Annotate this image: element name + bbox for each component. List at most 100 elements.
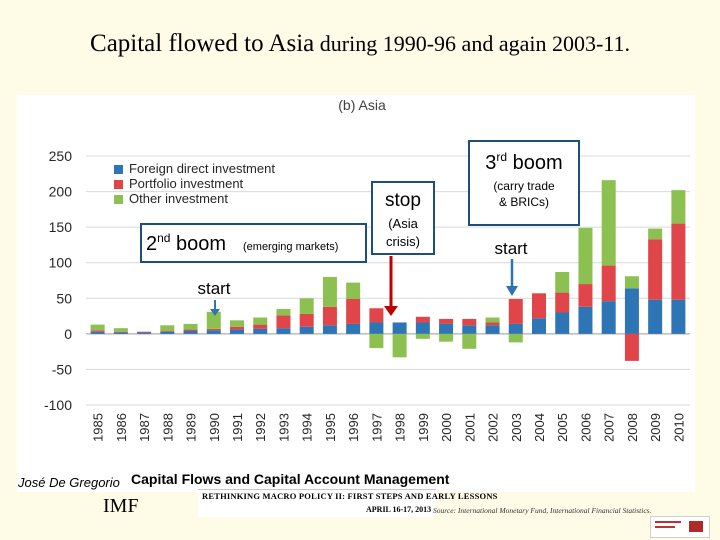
bar-segment xyxy=(601,265,616,302)
bar-segment xyxy=(392,322,407,334)
bar-segment xyxy=(462,325,477,334)
legend-swatch xyxy=(114,180,123,189)
x-tick-label: 2004 xyxy=(532,413,547,442)
bar-segment xyxy=(299,326,314,334)
legend-label: Portfolio investment xyxy=(129,176,244,191)
legend-label: Foreign direct investment xyxy=(129,161,275,176)
bar-segment xyxy=(369,333,384,349)
bar-segment xyxy=(346,282,361,299)
bar-segment xyxy=(113,332,128,334)
stop-box xyxy=(371,181,435,255)
bar-segment xyxy=(671,190,686,224)
conference-banner xyxy=(198,489,436,517)
bar-segment xyxy=(555,292,570,313)
bar-segment xyxy=(346,323,361,334)
bar-segment xyxy=(183,331,198,334)
bar-segment xyxy=(160,331,175,334)
bar-segment xyxy=(160,331,175,332)
bar-segment xyxy=(578,284,593,307)
bar-segment xyxy=(485,317,500,323)
bar-segment xyxy=(508,333,523,343)
bar-segment xyxy=(415,333,430,339)
university-logo xyxy=(650,516,710,538)
bar-segment xyxy=(183,329,198,332)
boom3-label: 3rd boom xyxy=(485,150,562,174)
bar-segment xyxy=(415,322,430,334)
bar-segment xyxy=(346,298,361,324)
slide-title-main: Capital flowed to Asia xyxy=(90,30,315,57)
x-tick-label: 2000 xyxy=(439,413,454,442)
bar-segment xyxy=(462,318,477,326)
bar-segment xyxy=(369,308,384,323)
bar-segment xyxy=(508,298,523,324)
x-tick-label: 2006 xyxy=(578,413,593,442)
bar-segment xyxy=(253,317,268,325)
bar-segment xyxy=(532,318,546,334)
bar-segment xyxy=(578,306,593,334)
bar-segment xyxy=(276,328,291,334)
bar-layer xyxy=(90,180,686,361)
bar-segment xyxy=(671,223,686,300)
x-tick-label: 1992 xyxy=(253,413,268,442)
bar-segment xyxy=(369,322,384,334)
x-tick-label: 2005 xyxy=(555,413,570,442)
slide-title: Capital flowed to Asia during 1990-96 an… xyxy=(0,30,720,58)
bar-segment xyxy=(648,299,663,334)
bar-segment xyxy=(299,298,314,314)
y-tick-label: 150 xyxy=(49,219,73,235)
x-tick-label: 1999 xyxy=(416,413,431,442)
slide-title-rest: during 1990-96 and again 2003-11. xyxy=(314,31,630,56)
boom3-start-arrowhead xyxy=(506,286,518,296)
bar-segment xyxy=(648,239,663,300)
bar-segment xyxy=(299,313,314,327)
boom2-start-arrowhead xyxy=(210,309,220,316)
bar-segment xyxy=(276,308,291,316)
bar-segment xyxy=(230,326,244,330)
x-tick-label: 1997 xyxy=(369,413,384,442)
bar-segment xyxy=(183,323,198,330)
boom2-box xyxy=(140,223,367,263)
bar-segment xyxy=(439,323,454,334)
bar-segment xyxy=(439,333,454,342)
boom3-box xyxy=(468,140,580,226)
annotation-layer: 2nd boom (emerging markets) start stop (Asia… xyxy=(140,140,580,316)
x-tick-label: 1991 xyxy=(230,413,245,442)
boom3-subtitle-1: (carry trade xyxy=(493,179,555,193)
y-tick-label: 0 xyxy=(64,326,72,342)
legend-swatch xyxy=(114,165,123,174)
stop-arrowhead xyxy=(384,306,398,316)
x-tick-label: 1996 xyxy=(346,413,361,442)
x-tick-label: 1990 xyxy=(207,413,222,442)
y-tick-label: -50 xyxy=(52,361,72,377)
bar-segment xyxy=(113,328,128,332)
source-note: Source: International Monetary Fund, Int… xyxy=(433,506,652,515)
bar-segment xyxy=(137,331,152,333)
bar-segment xyxy=(90,330,105,332)
bar-segment xyxy=(578,227,593,285)
x-tick-label: 1987 xyxy=(137,413,152,442)
bar-segment xyxy=(508,323,523,334)
bar-segment xyxy=(90,331,105,334)
x-tick-label: 1993 xyxy=(276,413,291,442)
bar-segment xyxy=(206,311,221,329)
bar-segment xyxy=(624,333,639,361)
y-tick-label: 50 xyxy=(56,290,72,306)
imf-label: IMF xyxy=(103,495,139,517)
bar-segment xyxy=(90,324,105,331)
y-tick-label: 100 xyxy=(49,255,73,271)
axis-layer: (b) Asia -100 -50 0 50 100 150 200 250 1985 1986 19… xyxy=(44,97,686,442)
bar-segment xyxy=(485,322,500,326)
boom2-subtitle: (emerging markets) xyxy=(243,241,338,253)
bar-segment xyxy=(485,325,500,334)
x-tick-label: 1988 xyxy=(160,413,175,442)
boom2-label: 2nd boom xyxy=(146,231,226,255)
y-tick-label: 200 xyxy=(49,184,73,200)
legend-swatch xyxy=(114,195,123,204)
bar-segment xyxy=(230,320,244,327)
boom3-start-label: start xyxy=(494,239,527,258)
bar-segment xyxy=(439,318,454,324)
boom2-start-label: start xyxy=(197,279,230,298)
bar-segment xyxy=(253,324,268,329)
